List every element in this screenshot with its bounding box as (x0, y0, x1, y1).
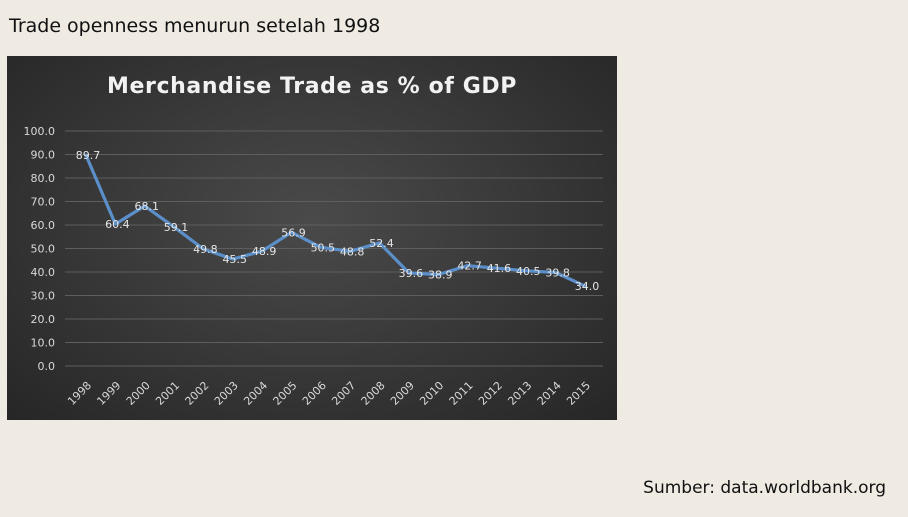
data-point (201, 247, 206, 251)
x-tick-label: 2010 (417, 379, 446, 408)
line-chart: 0.0 10.0 20.0 30.0 40.0 50.0 60.0 70.0 80.0 90.0 1… (24, 125, 603, 408)
x-tick-label: 1998 (65, 379, 94, 408)
y-tick-label: 0.0 (38, 360, 56, 373)
page-heading: Trade openness menurun setelah 1998 (9, 15, 381, 37)
x-tick-label: 2001 (153, 379, 182, 408)
data-point (407, 271, 411, 275)
y-tick-label: 60.0 (31, 219, 56, 232)
data-point (583, 284, 587, 288)
x-tick-label: 2004 (241, 379, 270, 408)
x-tick-label: 2013 (505, 379, 534, 408)
data-label: 49.8 (193, 243, 218, 256)
data-point (348, 249, 352, 253)
data-label: 48.9 (252, 245, 277, 258)
x-tick-label: 2005 (271, 379, 300, 408)
x-tick-label: 2014 (535, 379, 564, 408)
data-point (436, 272, 440, 277)
data-label: 39.6 (399, 267, 424, 280)
data-label: 34.0 (575, 280, 600, 293)
x-tick-label: 2007 (329, 379, 358, 408)
data-point (319, 245, 323, 249)
x-tick-label: 2002 (183, 379, 212, 408)
data-label: 68.1 (134, 200, 159, 213)
source-note: Sumber: data.worldbank.org (643, 478, 886, 498)
data-point (231, 257, 235, 261)
y-tick-label: 40.0 (31, 266, 56, 279)
data-label: 38.9 (428, 269, 453, 282)
data-point (554, 270, 558, 275)
data-label: 42.7 (457, 260, 482, 273)
data-label: 41.6 (487, 262, 512, 275)
x-tick-label: 2012 (476, 379, 505, 408)
x-tick-label: 2000 (124, 379, 153, 408)
data-point (143, 204, 147, 208)
data-point (495, 266, 499, 270)
data-label: 89.7 (76, 149, 101, 162)
x-tick-label: 2009 (388, 379, 417, 408)
y-tick-label: 20.0 (31, 313, 56, 326)
data-label: 52.4 (369, 237, 394, 250)
x-tick-label: 2015 (564, 379, 593, 408)
x-tick-label: 2003 (212, 379, 241, 408)
data-label: 40.5 (516, 265, 541, 278)
data-label: 56.9 (281, 226, 306, 239)
x-tick-label: 2008 (359, 379, 388, 408)
chart-title: Merchandise Trade as % of GDP (107, 74, 517, 99)
data-label: 59.1 (164, 221, 189, 234)
data-label: 50.5 (311, 241, 336, 254)
series-line (84, 153, 587, 288)
data-label: 60.4 (105, 218, 130, 231)
data-point (377, 241, 382, 245)
y-tick-label: 80.0 (31, 172, 56, 185)
data-point (524, 269, 528, 273)
y-tick-label: 50.0 (31, 243, 56, 256)
data-point (172, 225, 176, 229)
y-tick-label: 10.0 (31, 337, 56, 350)
data-label: 48.8 (340, 245, 365, 258)
data-point (260, 249, 264, 253)
y-tick-label: 30.0 (31, 290, 56, 303)
data-label: 39.8 (545, 266, 570, 279)
data-point (289, 230, 294, 234)
y-tick-label: 90.0 (31, 149, 56, 162)
x-tick-label: 2011 (447, 379, 476, 408)
data-point (84, 153, 88, 157)
x-tick-label: 1999 (94, 379, 123, 408)
data-point (465, 264, 470, 268)
data-label: 45.5 (223, 253, 248, 266)
y-tick-label: 100.0 (24, 125, 56, 138)
x-tick-label: 2006 (300, 379, 329, 408)
y-tick-label: 70.0 (31, 196, 56, 209)
chart-panel: Merchandise Trade as % of GDP 0.0 10.0 20.… (7, 56, 617, 420)
data-point (113, 222, 117, 226)
